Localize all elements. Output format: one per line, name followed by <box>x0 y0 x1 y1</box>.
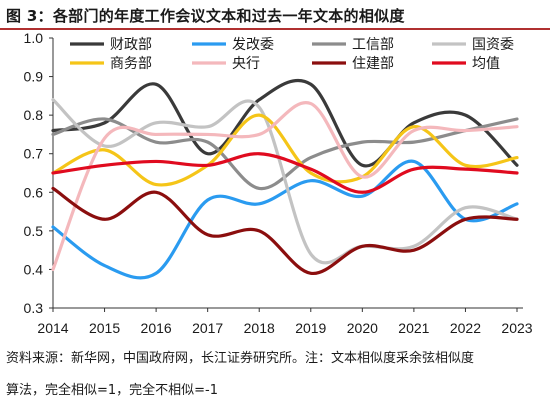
legend-label: 商务部 <box>110 56 152 72</box>
series-line-2 <box>51 159 519 280</box>
title-rule <box>0 28 550 30</box>
x-tick-label: 2014 <box>37 320 68 336</box>
legend-label: 住建部 <box>352 56 394 72</box>
legend-label: 国资委 <box>472 37 514 53</box>
series-lines <box>51 78 519 280</box>
x-tick-label: 2022 <box>450 320 481 336</box>
legend-label: 均值 <box>472 56 500 72</box>
y-tick-label: 1.0 <box>24 30 44 46</box>
x-tick-label: 2020 <box>347 320 378 336</box>
x-tick-label: 2018 <box>244 320 275 336</box>
y-tick-label: 0.7 <box>24 146 44 162</box>
series-line-6 <box>51 101 519 272</box>
x-tick-label: 2017 <box>192 320 223 336</box>
series-line-4 <box>51 98 519 265</box>
x-tick-label: 2016 <box>141 320 172 336</box>
x-tick-label: 2021 <box>398 320 429 336</box>
legend-label: 发改委 <box>232 37 274 53</box>
y-tick-label: 0.9 <box>24 69 44 85</box>
x-tick-label: 2019 <box>295 320 326 336</box>
y-tick-label: 0.8 <box>24 107 44 123</box>
title-bar: 图 3：各部门的年度工作会议文本和过去一年文本的相似度 <box>0 0 550 30</box>
series-line-1 <box>51 78 519 168</box>
line-chart: 0.30.40.50.60.70.80.91.0 2014 2015 2016 201… <box>24 30 533 336</box>
y-tick-label: 0.3 <box>24 300 44 316</box>
x-tick-label: 2023 <box>501 320 532 336</box>
x-tick-label: 2015 <box>89 320 120 336</box>
y-tick-label: 0.4 <box>24 261 44 277</box>
legend-label: 工信部 <box>352 37 394 53</box>
legend-label: 财政部 <box>110 37 152 53</box>
legend-label: 央行 <box>232 56 260 72</box>
series-line-7 <box>51 186 519 275</box>
series-line-8 <box>51 152 519 194</box>
chart-title: 图 3：各部门的年度工作会议文本和过去一年文本的相似度 <box>6 7 405 25</box>
y-axis: 0.3 0.4 0.5 0.6 0.7 0.8 0.9 1.0 <box>24 30 54 316</box>
x-axis: 2014 2015 2016 2017 2018 2019 2020 2021 2022 2023 <box>37 307 533 336</box>
source-note-line-2: 算法，完全相似=1，完全不相似=-1 <box>6 383 219 398</box>
source-note-line-1: 资料来源：新华网，中国政府网，长江证券研究所。注：文本相似度采余弦相似度 <box>6 351 475 366</box>
y-tick-label: 0.5 <box>24 223 44 239</box>
series-line-3 <box>51 117 519 191</box>
y-tick-label: 0.6 <box>24 184 44 200</box>
series-line-5 <box>51 113 519 187</box>
